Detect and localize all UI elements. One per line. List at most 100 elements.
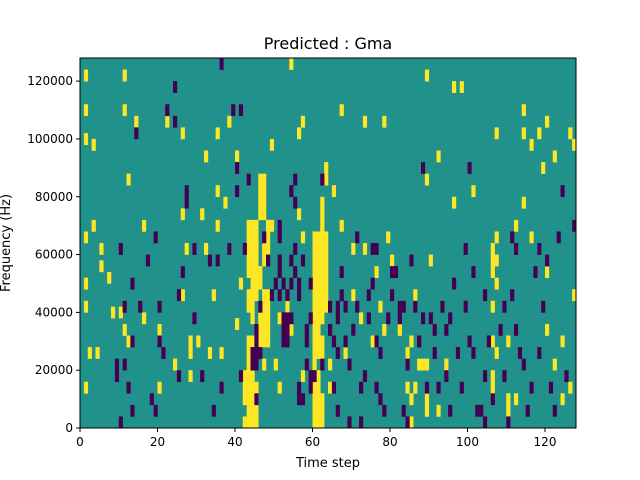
heatmap-cell-low	[235, 162, 240, 174]
heatmap-cell-low	[300, 393, 306, 406]
heatmap-cell-high	[262, 335, 267, 348]
heatmap-cell-high	[250, 243, 255, 255]
heatmap-cell-low	[254, 393, 259, 406]
heatmap-cell-high	[300, 370, 306, 383]
heatmap-cell-high	[246, 266, 251, 278]
heatmap-cell-high	[246, 289, 251, 302]
heatmap-cell-low	[537, 347, 542, 359]
heatmap-cell-low	[378, 347, 383, 359]
heatmap-cell-low	[285, 289, 290, 302]
x-tick-label: 100	[456, 435, 479, 449]
heatmap-cell-high	[277, 381, 282, 394]
heatmap-cell-high	[324, 289, 329, 302]
y-tick-label: 100000	[27, 132, 73, 146]
heatmap-cell-low	[312, 370, 317, 383]
heatmap-cell-high	[285, 300, 290, 313]
heatmap-cell-high	[436, 150, 441, 163]
heatmap-cell-low	[238, 104, 244, 117]
heatmap-cell-low	[533, 266, 538, 278]
heatmap-cell-high	[320, 347, 325, 359]
heatmap-cell-high	[250, 335, 255, 348]
heatmap-cell-high	[254, 254, 259, 267]
heatmap-cell-high	[258, 266, 263, 278]
heatmap-cell-low	[285, 335, 290, 348]
heatmap-cell-low	[184, 196, 189, 209]
heatmap-cell-high	[250, 416, 255, 429]
heatmap-cell-high	[246, 254, 251, 267]
heatmap-cell-low	[254, 335, 259, 348]
heatmap-cell-high	[494, 347, 499, 359]
heatmap-cell-high	[266, 312, 271, 325]
heatmap-cell-high	[459, 81, 464, 93]
heatmap-cell-high	[300, 115, 306, 128]
heatmap-cell-high	[545, 266, 550, 278]
heatmap-cell-low	[440, 300, 445, 313]
heatmap-cell-low	[552, 404, 557, 417]
heatmap-cell-high	[521, 127, 526, 140]
heatmap-cell-high	[320, 208, 325, 221]
heatmap-cell-high	[258, 185, 263, 198]
heatmap-cell-high	[324, 162, 329, 174]
heatmap-cell-low	[339, 266, 344, 278]
heatmap-cell-low	[560, 185, 565, 198]
heatmap-cell-high	[382, 323, 387, 336]
heatmap-cell-low	[502, 370, 507, 383]
heatmap-cell-low	[308, 277, 313, 290]
heatmap-cell-high	[490, 381, 495, 394]
heatmap-cell-low	[184, 185, 189, 198]
heatmap-cell-high	[490, 335, 495, 348]
heatmap-cell-high	[312, 347, 317, 359]
heatmap-cell-high	[370, 335, 375, 348]
heatmap-cell-high	[316, 347, 321, 359]
heatmap-cell-low	[277, 289, 282, 302]
heatmap-cell-high	[250, 370, 255, 383]
heatmap-cell-low	[355, 300, 360, 313]
heatmap-cell-high	[312, 243, 317, 255]
heatmap-cell-high	[312, 335, 317, 348]
heatmap-cell-high	[266, 231, 271, 244]
heatmap-cell-high	[262, 300, 267, 313]
heatmap-cell-low	[161, 347, 166, 359]
heatmap-cell-high	[362, 243, 368, 255]
heatmap-cell-high	[328, 381, 333, 394]
heatmap-cell-high	[250, 404, 255, 417]
heatmap-cell-low	[455, 347, 461, 359]
heatmap-cell-low	[126, 381, 131, 394]
heatmap-cell-high	[568, 381, 573, 394]
heatmap-cell-low	[145, 254, 151, 267]
heatmap-cell-high	[269, 138, 275, 151]
heatmap-cell-low	[331, 335, 337, 348]
y-tick-label: 20000	[35, 363, 73, 377]
heatmap-cell-high	[545, 115, 550, 128]
heatmap-cell-low	[335, 404, 340, 417]
heatmap-cell-low	[397, 300, 402, 313]
heatmap-cell-high	[490, 300, 495, 313]
heatmap-cell-high	[572, 138, 577, 151]
heatmap-cell-low	[351, 323, 356, 336]
heatmap-cell-low	[514, 323, 519, 336]
heatmap-cell-low	[289, 254, 294, 267]
heatmap-cell-low	[475, 404, 480, 417]
heatmap-cell-low	[378, 393, 383, 406]
heatmap-cell-high	[568, 127, 573, 140]
heatmap-cell-low	[293, 173, 298, 186]
heatmap-cell-high	[262, 312, 267, 325]
heatmap-cell-high	[246, 243, 251, 255]
heatmap-cell-high	[262, 196, 267, 209]
x-axis-ticks: 0 20 40 60 80 100 120	[76, 428, 556, 449]
heatmap-cell-low	[130, 277, 135, 290]
heatmap-cell-high	[324, 266, 329, 278]
heatmap-cell-low	[211, 404, 216, 417]
heatmap-cell-high	[207, 347, 213, 359]
heatmap-cell-high	[254, 219, 259, 232]
heatmap-cell-high	[297, 127, 302, 140]
heatmap-cell-high	[312, 323, 317, 336]
heatmap-cell-high	[378, 300, 383, 313]
heatmap-cell-high	[514, 219, 519, 232]
heatmap-cell-high	[254, 404, 259, 417]
heatmap-cell-low	[432, 323, 437, 336]
heatmap-cell-high	[246, 231, 251, 244]
heatmap-cell-low	[405, 358, 410, 371]
heatmap-cell-high	[273, 358, 278, 371]
heatmap-cell-low	[421, 162, 426, 174]
